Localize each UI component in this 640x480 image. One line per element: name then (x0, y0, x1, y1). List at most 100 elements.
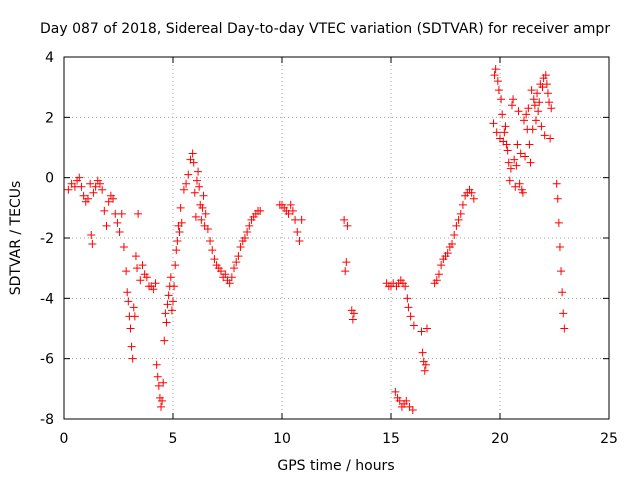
data-point (406, 312, 415, 321)
data-point (527, 86, 536, 95)
data-point (166, 273, 175, 282)
data-point (467, 188, 476, 197)
data-point (391, 387, 400, 396)
data-point (402, 396, 411, 405)
data-point (117, 209, 126, 218)
data-point (432, 276, 441, 285)
data-point (160, 336, 169, 345)
data-point (128, 354, 137, 363)
data-point (232, 258, 241, 267)
data-point (115, 227, 124, 236)
data-point (89, 188, 98, 197)
data-point (535, 98, 544, 107)
data-point (417, 327, 426, 336)
data-point (127, 342, 136, 351)
data-point (172, 246, 181, 255)
x-tick-label: 25 (600, 431, 618, 447)
data-point (199, 191, 208, 200)
data-point (86, 179, 95, 188)
y-tick-label: -6 (40, 352, 54, 368)
data-point (509, 95, 518, 104)
data-point (506, 164, 515, 173)
data-point (240, 234, 249, 242)
data-point (75, 173, 84, 182)
data-point (64, 185, 73, 194)
data-point (448, 240, 457, 249)
x-tick-label: 0 (60, 431, 69, 447)
data-point (162, 318, 171, 327)
data-point (513, 140, 522, 149)
data-point (514, 107, 523, 116)
data-point (124, 297, 133, 306)
data-point (133, 264, 142, 273)
data-point (342, 258, 351, 267)
data-point (203, 224, 212, 233)
data-point (126, 324, 135, 333)
data-point (519, 116, 528, 125)
y-tick-label: -2 (40, 231, 54, 247)
data-point (552, 179, 561, 188)
data-point (286, 200, 295, 209)
data-point (170, 282, 179, 291)
data-point (498, 110, 507, 119)
data-point (401, 282, 410, 291)
data-point (534, 107, 543, 116)
data-point (543, 89, 552, 98)
data-point (182, 179, 191, 188)
data-point (151, 279, 160, 288)
data-point (100, 206, 109, 215)
data-point (157, 402, 166, 411)
data-point (129, 303, 138, 312)
data-point (348, 315, 357, 324)
data-point (341, 267, 350, 276)
data-point (91, 182, 100, 191)
axes: 0 5 10 15 20 25 -8 -6 -4 -2 0 2 4 (40, 50, 618, 447)
data-point (152, 360, 161, 369)
data-point (541, 71, 550, 80)
data-point (494, 86, 503, 95)
data-point (167, 306, 176, 315)
data-point (88, 240, 97, 249)
data-point (109, 194, 118, 203)
data-point (505, 176, 514, 185)
data-point (153, 372, 162, 381)
data-point (501, 122, 510, 131)
data-point (176, 203, 185, 212)
data-point (530, 101, 539, 110)
x-tick-label: 20 (491, 431, 509, 447)
data-point (409, 321, 418, 330)
data-point (443, 249, 452, 258)
data-point (512, 161, 521, 170)
data-point (491, 65, 500, 74)
data-point (297, 215, 306, 224)
data-point (456, 209, 465, 218)
data-point (138, 261, 147, 270)
data-point (529, 95, 538, 104)
data-point (521, 152, 530, 161)
data-point (531, 116, 540, 125)
data-point (538, 83, 547, 92)
data-point (201, 209, 210, 218)
data-point (77, 182, 86, 191)
data-point (542, 80, 551, 89)
y-axis-label: SDTVAR / TECUs (8, 181, 24, 296)
data-point (189, 158, 198, 167)
data-point (497, 95, 506, 104)
data-point (123, 288, 132, 297)
data-point (177, 218, 186, 227)
x-tick-label: 15 (382, 431, 400, 447)
data-point (190, 188, 199, 197)
data-point (191, 212, 200, 221)
data-point (518, 188, 527, 197)
data-point (558, 288, 567, 297)
data-point (87, 230, 96, 239)
data-point (284, 209, 293, 218)
data-point (142, 273, 151, 282)
data-point (188, 149, 197, 158)
data-point (540, 131, 549, 140)
data-point (560, 324, 569, 333)
data-point (163, 300, 172, 309)
data-point (95, 179, 104, 188)
